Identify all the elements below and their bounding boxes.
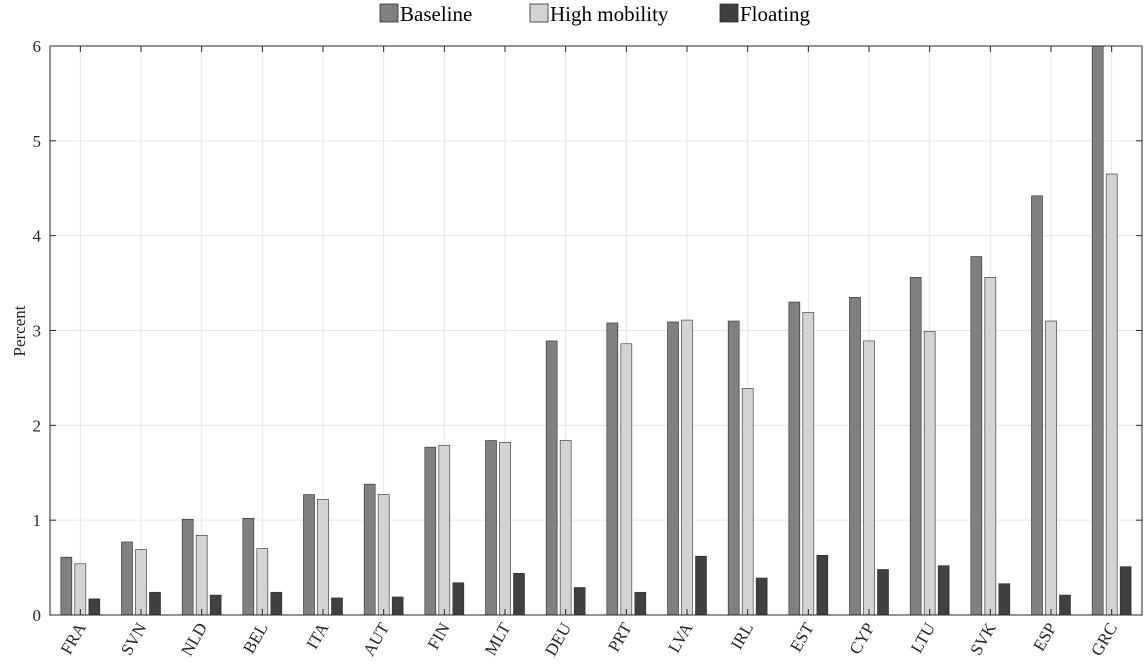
y-tick-label: 5 [33,132,42,151]
x-tick-label: MLT [481,619,515,659]
bar-irl-baseline [727,320,740,616]
bar-cyp-floating [877,569,889,616]
bar-esp-baseline [1031,195,1043,616]
bar-lva-high-mobility [681,319,693,616]
bar-aut-high-mobility [377,494,390,616]
bar-est-high-mobility [802,312,815,616]
bar-grc-high-mobility [1105,173,1118,616]
bar-ita-baseline [303,494,315,616]
bar-est-floating [816,554,829,616]
bar-irl-high-mobility [741,388,754,616]
x-tick-label: ITA [303,619,333,652]
x-tick-label: FIN [424,620,454,653]
bar-mlt-floating [513,572,525,616]
x-tick-label: LTU [907,620,939,657]
bar-mlt-high-mobility [499,442,511,616]
bar-ltu-floating [937,565,950,616]
x-tick-label: EST [786,619,818,655]
bar-deu-baseline [545,340,558,616]
bars [60,45,1132,616]
bar-aut-baseline [363,483,376,616]
bar-svk-baseline [970,256,983,616]
bar-cyp-high-mobility [863,340,875,616]
bar-mlt-baseline [485,440,497,616]
bar-svk-floating [998,583,1011,616]
bar-esp-high-mobility [1045,320,1057,616]
x-tick-label: GRC [1087,620,1121,660]
legend: Baseline High mobility Floating [379,2,811,26]
bar-cyp-baseline [849,297,861,616]
legend-swatch-high-mobility [529,3,549,23]
x-tick-label: NLD [177,620,211,660]
bar-fra-high-mobility [74,563,87,616]
bar-prt-floating [634,591,647,616]
bar-prt-baseline [606,322,619,616]
bar-prt-high-mobility [620,343,633,616]
x-tick-label: CYP [845,620,878,658]
bar-lva-floating [695,555,707,616]
legend-swatch-floating [719,3,739,23]
bar-fra-floating [88,598,101,616]
bar-fin-baseline [424,446,437,616]
y-tick-label: 6 [33,37,42,56]
x-tick-label: DEU [541,620,575,660]
bar-esp-floating [1059,594,1071,616]
x-tick-label: ESP [1029,620,1060,655]
bar-ita-high-mobility [317,499,329,616]
bar-lva-baseline [667,321,679,616]
y-tick-label: 3 [33,322,42,341]
bar-svn-floating [149,591,161,616]
bar-svn-high-mobility [135,549,147,616]
bar-svk-high-mobility [984,277,997,616]
bar-fin-high-mobility [438,444,451,616]
legend-label-baseline: Baseline [400,2,472,26]
bar-ltu-baseline [909,277,922,616]
bar-nld-high-mobility [195,535,208,616]
x-tick-label: SVN [117,620,150,659]
bar-grc-baseline [1091,45,1104,616]
legend-label-floating: Floating [740,2,811,26]
y-tick-label: 2 [33,416,42,435]
bar-bel-floating [270,591,283,616]
x-tick-label: SVK [966,619,1000,659]
y-tick-label: 0 [33,606,42,625]
x-tick-label: BEL [239,620,272,657]
legend-label-high-mobility: High mobility [550,2,669,26]
bar-fra-baseline [60,556,73,616]
x-tick-label: AUT [359,619,393,659]
bar-deu-high-mobility [559,440,572,616]
bar-est-baseline [788,301,801,616]
y-axis-title: Percent [10,305,29,356]
bar-svn-baseline [121,541,133,616]
legend-swatch-baseline [379,3,399,23]
bar-fin-floating [452,582,465,616]
bar-nld-baseline [181,518,194,616]
y-tick-label: 4 [33,227,42,246]
bar-grc-floating [1119,566,1132,616]
bar-bel-baseline [242,517,255,616]
x-tick-label: LVA [664,619,696,656]
x-tick-label: IRL [727,620,757,653]
x-tick-label: PRT [604,619,636,655]
bar-aut-floating [391,596,404,616]
bar-nld-floating [209,594,222,616]
bar-ltu-high-mobility [923,331,936,616]
bar-ita-floating [331,597,343,616]
bar-deu-floating [573,587,586,616]
bar-irl-floating [755,577,768,616]
bar-bel-high-mobility [256,548,269,616]
y-tick-label: 1 [33,511,42,530]
x-tick-label: FRA [57,619,90,658]
